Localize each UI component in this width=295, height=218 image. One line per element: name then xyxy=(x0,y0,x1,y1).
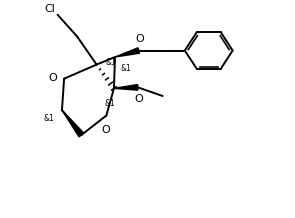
Text: O: O xyxy=(101,125,110,135)
Text: &1: &1 xyxy=(44,114,54,123)
Text: &1: &1 xyxy=(104,99,115,108)
Text: &1: &1 xyxy=(120,65,131,73)
Text: O: O xyxy=(135,34,144,44)
Polygon shape xyxy=(114,85,138,90)
Polygon shape xyxy=(62,110,84,137)
Text: O: O xyxy=(49,73,58,83)
Text: Cl: Cl xyxy=(45,4,55,14)
Text: &1: &1 xyxy=(105,58,116,67)
Polygon shape xyxy=(115,48,140,57)
Text: O: O xyxy=(135,94,143,104)
